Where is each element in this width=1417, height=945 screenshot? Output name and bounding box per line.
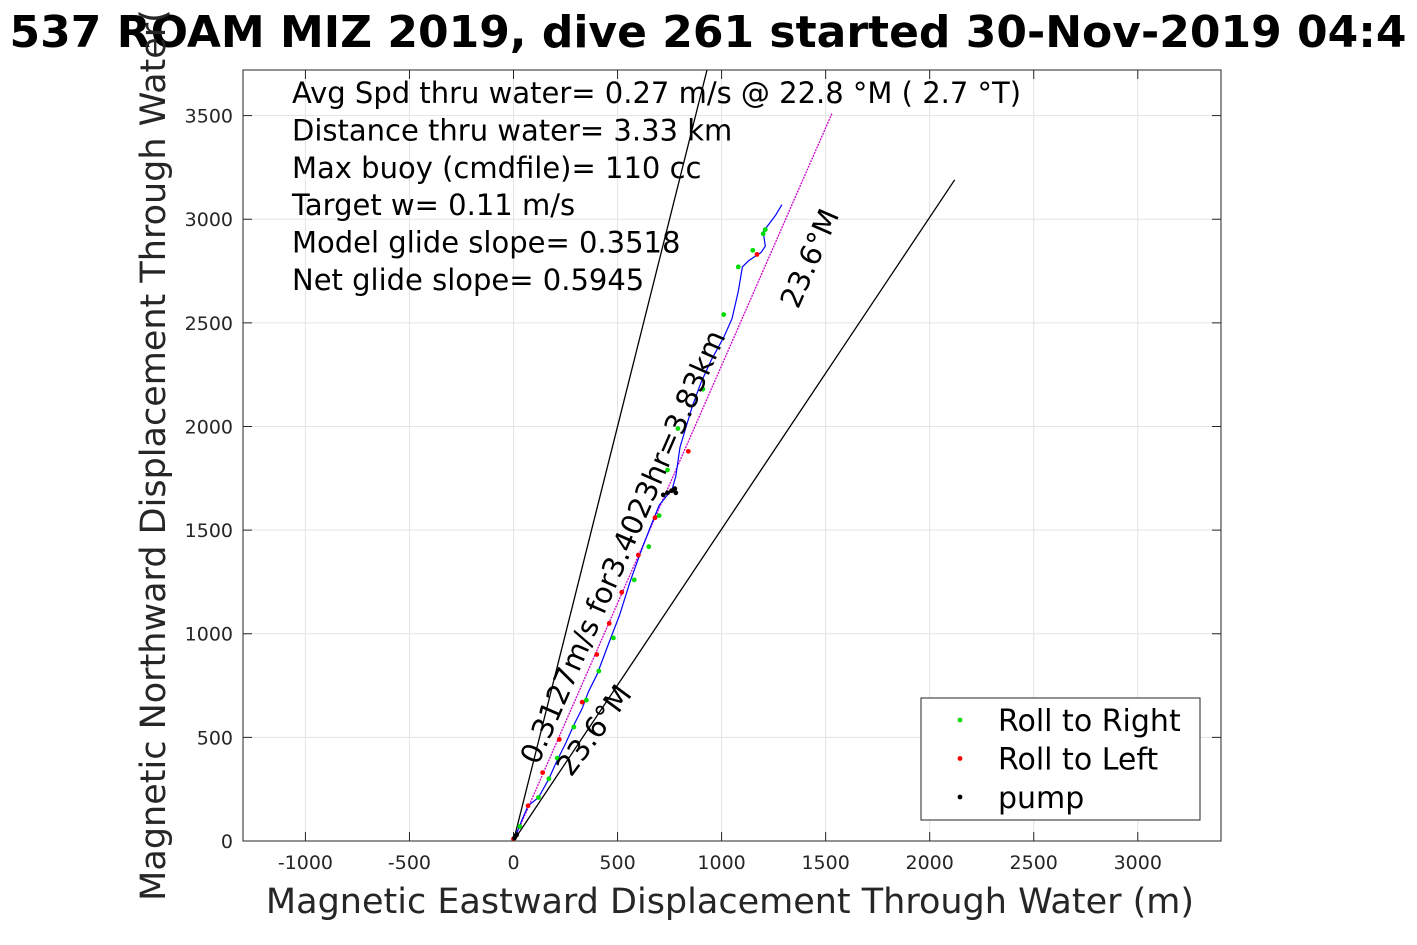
chart-title: 537 ROAM MIZ 2019, dive 261 started 30-N… — [10, 7, 1407, 58]
data-point-roll-to-left — [606, 620, 612, 626]
data-point-roll-to-right — [675, 426, 681, 431]
data-point-pump — [673, 490, 679, 496]
x-tick-label: 1500 — [801, 852, 849, 874]
data-point-roll-to-left — [579, 699, 585, 705]
legend-marker — [957, 756, 963, 761]
legend-label: pump — [998, 781, 1084, 816]
x-tick-label: -1000 — [278, 852, 333, 874]
data-point-roll-to-left — [556, 737, 562, 742]
x-tick-label: 500 — [599, 852, 635, 874]
data-point-roll-to-right — [762, 227, 768, 232]
data-point-roll-to-left — [635, 552, 641, 558]
x-tick-label: 0 — [507, 852, 519, 874]
data-point-roll-to-right — [735, 264, 741, 270]
data-point-roll-to-right — [517, 824, 523, 829]
legend-label: Roll to Left — [998, 743, 1158, 778]
info-box: Avg Spd thru water= 0.27 m/s @ 22.8 °M (… — [291, 76, 1021, 297]
info-line: Model glide slope= 0.3518 — [292, 226, 680, 260]
y-tick-label: 0 — [221, 831, 233, 853]
plot-area — [511, 69, 956, 842]
y-tick-label: 2500 — [185, 313, 233, 335]
y-tick-label: 3500 — [185, 106, 233, 128]
x-tick-label: -500 — [388, 852, 431, 874]
x-tick-label: 2500 — [1010, 852, 1058, 874]
series-black-line — [512, 179, 956, 842]
data-point-roll-to-right — [546, 776, 552, 782]
data-point-pump — [660, 492, 666, 498]
data-point-roll-to-right — [760, 231, 766, 237]
x-axis-label: Magnetic Eastward Displacement Through W… — [266, 882, 1194, 922]
data-point-roll-to-right — [750, 247, 756, 253]
x-tick-label: 2000 — [906, 852, 954, 874]
y-tick-label: 2000 — [185, 416, 233, 438]
plot-frame — [242, 69, 1222, 842]
x-tick-label: 3000 — [1114, 852, 1162, 874]
x-tick-label: 1000 — [697, 852, 745, 874]
data-point-roll-to-right — [700, 386, 706, 392]
info-line: Avg Spd thru water= 0.27 m/s @ 22.8 °M (… — [292, 76, 1021, 110]
legend-box — [920, 697, 1201, 821]
legend-marker — [957, 717, 963, 723]
info-line: Net glide slope= 0.5945 — [292, 263, 644, 297]
y-tick-label: 500 — [197, 727, 233, 749]
data-point-pump — [665, 490, 670, 496]
data-point-roll-to-left — [652, 515, 658, 521]
data-point-roll-to-right — [646, 544, 652, 550]
annotation-text: 23.6°M — [773, 204, 846, 313]
data-point-roll-to-left — [754, 252, 760, 257]
y-tick-label: 3000 — [185, 209, 233, 231]
legend-label: Roll to Right — [998, 704, 1181, 739]
data-point-roll-to-right — [536, 795, 541, 800]
series-magenta-line — [512, 113, 833, 842]
data-point-roll-to-left — [619, 589, 625, 595]
data-point-roll-to-right — [665, 467, 670, 473]
y-tick-label: 1000 — [185, 624, 233, 646]
y-axis-label: Magnetic Northward Displacement Through … — [134, 9, 174, 901]
series-black-line — [512, 69, 708, 842]
legend-marker — [957, 794, 963, 800]
data-point-roll-to-right — [571, 724, 577, 730]
data-point-roll-to-left — [685, 448, 691, 454]
data-point-pump — [514, 832, 520, 838]
info-line: Max buoy (cmdfile)= 110 cc — [292, 151, 701, 185]
data-point-roll-to-right — [721, 312, 727, 317]
data-point-roll-to-right — [583, 697, 589, 703]
data-point-pump — [672, 486, 678, 492]
data-point-roll-to-right — [554, 755, 560, 761]
data-point-roll-to-left — [525, 803, 531, 809]
data-point-roll-to-right — [656, 513, 662, 519]
data-point-roll-to-right — [631, 577, 637, 583]
info-line: Target w= 0.11 m/s — [291, 188, 575, 222]
info-line: Distance thru water= 3.33 km — [292, 113, 732, 147]
grid — [243, 70, 1221, 842]
axis-ticks: -1000 -500 0 500 1000 1500 2000 2500 3000 0 500 100… — [185, 70, 1221, 874]
data-point-roll-to-left — [540, 770, 546, 776]
y-tick-label: 1500 — [185, 520, 233, 542]
data-point-roll-to-left — [594, 652, 600, 657]
data-point-roll-to-right — [610, 635, 616, 641]
data-point-roll-to-right — [596, 668, 602, 674]
